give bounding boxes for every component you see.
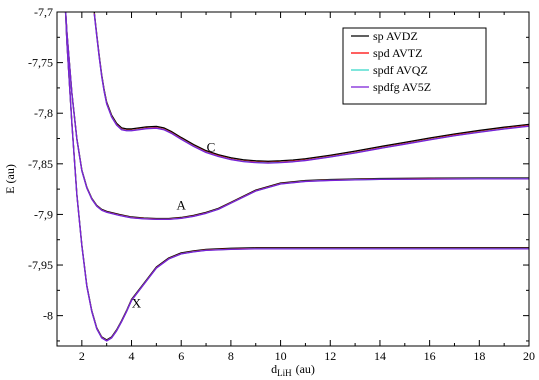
x-axis-label-subscript: LiH (277, 368, 292, 378)
legend-box (342, 27, 487, 105)
legend: sp AVDZ spd AVTZ spdf AVQZ spdfg AV5Z (342, 27, 487, 105)
x-tick-label-8: 8 (228, 349, 234, 363)
x-axis-label-main: d (271, 362, 277, 376)
series-line-x-spdfg-av5z (64, 12, 529, 342)
x-axis-label: dLiH (au) (271, 362, 315, 378)
state-label-x: X (132, 296, 142, 311)
x-tick-label-6: 6 (178, 349, 184, 363)
y-axis-label: E (au) (3, 164, 17, 194)
x-tick-label-2: 2 (79, 349, 85, 363)
y-tick-label-7-7: -7,7 (34, 5, 53, 19)
x-tick-label-18: 18 (473, 349, 485, 363)
x-tick-label-4: 4 (129, 349, 135, 363)
legend-label-spdf-avqz: spdf AVQZ (373, 63, 428, 77)
legend-label-spd-avtz: spd AVTZ (373, 46, 422, 60)
y-tick-label-7-75: -7,75 (28, 56, 53, 70)
legend-label-spdfg-av5z: spdfg AV5Z (373, 80, 431, 94)
x-axis-ticks: 2 4 6 8 10 12 14 16 18 20 (56, 12, 535, 363)
series-line-c-spdfg-av5z (93, 13, 529, 164)
x-tick-label-14: 14 (374, 349, 386, 363)
x-tick-label-16: 16 (424, 349, 436, 363)
y-tick-label-7-85: -7,85 (28, 157, 53, 171)
y-tick-label-7-8: -7,8 (34, 106, 53, 120)
x-tick-label-10: 10 (275, 349, 287, 363)
plot-frame (56, 11, 530, 347)
series-layer (64, 12, 529, 342)
x-axis-label-unit: (au) (296, 362, 315, 376)
x-tick-label-12: 12 (324, 349, 336, 363)
series-line-a-spdfg-av5z (64, 12, 529, 221)
x-tick-label-20: 20 (523, 349, 535, 363)
y-tick-label-7-9: -7,9 (34, 207, 53, 221)
state-label-c: C (207, 140, 216, 155)
state-labels: C A X (132, 140, 216, 311)
y-tick-label-7-95: -7,95 (28, 258, 53, 272)
legend-label-sp-avdz: sp AVDZ (373, 29, 418, 43)
state-label-a: A (177, 197, 187, 212)
y-tick-label-8: -8 (43, 309, 53, 323)
y-axis-ticks: -7,7 -7,75 -7,8 -7,85 -7,9 -7,95 -8 (28, 5, 529, 342)
